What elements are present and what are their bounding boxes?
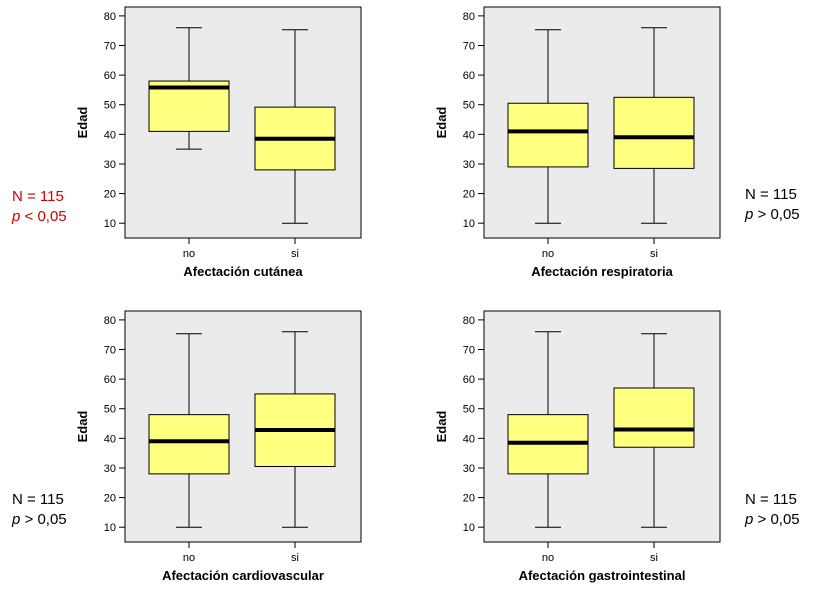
p-value-label: p > 0,05 [12,511,67,528]
y-tick-label: 60 [104,374,116,386]
y-tick-label: 50 [463,100,475,112]
x-tick-label: no [183,552,195,564]
box-si [254,29,336,224]
y-axis-label: Edad [75,411,90,443]
iqr-box [148,414,230,475]
y-axis-label: Edad [434,411,449,443]
y-tick-label: 20 [104,493,116,505]
p-value-label: p > 0,05 [745,511,800,528]
x-tick-label: si [650,552,658,564]
x-tick-label: si [650,248,658,260]
x-tick-label: no [183,248,195,260]
y-tick-label: 20 [104,189,116,201]
box-no [148,27,230,150]
stats-annotation-gastrointestinal: N = 115 p > 0,05 [745,490,800,530]
y-tick-label: 20 [463,493,475,505]
sample-size-label: N = 115 [745,491,797,508]
iqr-box [613,96,695,169]
stats-annotation-cutanea: N = 115 p < 0,05 [12,187,67,227]
sample-size-label: N = 115 [12,188,64,205]
sample-size-label: N = 115 [745,186,797,203]
x-tick-label: no [542,552,554,564]
p-value-label: p > 0,05 [745,206,800,223]
y-tick-label: 20 [463,189,475,201]
y-tick-label: 10 [463,522,475,534]
y-tick-label: 80 [104,315,116,327]
y-tick-label: 60 [104,70,116,82]
sample-size-label: N = 115 [12,491,64,508]
y-tick-label: 40 [104,433,116,445]
y-tick-label: 30 [463,159,475,171]
y-tick-label: 40 [104,129,116,141]
y-tick-label: 70 [463,41,475,53]
box-si [613,27,695,224]
x-tick-label: si [291,552,299,564]
y-tick-label: 80 [463,11,475,23]
y-tick-label: 40 [463,433,475,445]
y-tick-label: 50 [463,404,475,416]
x-axis-label: Afectación cutánea [183,264,303,279]
y-tick-label: 50 [104,100,116,112]
box-no [507,29,589,224]
iqr-box [613,387,695,448]
x-tick-label: no [542,248,554,260]
iqr-box [507,102,589,168]
x-axis-label: Afectación gastrointestinal [519,568,686,583]
y-tick-label: 80 [463,315,475,327]
y-tick-label: 70 [104,345,116,357]
box-si [254,331,336,528]
y-tick-label: 70 [104,41,116,53]
box-si [613,333,695,528]
y-tick-label: 30 [104,159,116,171]
y-tick-label: 10 [104,522,116,534]
y-axis-label: Edad [434,107,449,139]
y-tick-label: 10 [104,218,116,230]
x-axis-label: Afectación cardiovascular [162,568,324,583]
y-tick-label: 40 [463,129,475,141]
y-tick-label: 10 [463,218,475,230]
y-tick-label: 70 [463,345,475,357]
y-tick-label: 30 [104,463,116,475]
boxplot-panel-cutanea: 10 20 30 40 50 60 70 80 Edad no si Afectación cután… [75,6,362,279]
x-axis-label: Afectación respiratoria [531,264,673,279]
stats-annotation-cardiovascular: N = 115 p > 0,05 [12,490,67,530]
y-tick-label: 60 [463,70,475,82]
y-tick-label: 80 [104,11,116,23]
x-tick-label: si [291,248,299,260]
boxplot-panel-respiratoria: 10 20 30 40 50 60 70 80 Edad no si Afectación respi… [434,6,721,279]
y-axis-label: Edad [75,107,90,139]
y-tick-label: 30 [463,463,475,475]
box-no [148,333,230,528]
y-tick-label: 60 [463,374,475,386]
stats-annotation-respiratoria: N = 115 p > 0,05 [745,185,800,225]
boxplot-panel-gastrointestinal: 10 20 30 40 50 60 70 80 Edad no si Afectación gastr… [434,310,721,583]
p-value-label: p < 0,05 [12,208,67,225]
box-no [507,331,589,528]
boxplot-panel-cardiovascular: 10 20 30 40 50 60 70 80 Edad no si Afectación cardi… [75,310,362,583]
y-tick-label: 50 [104,404,116,416]
